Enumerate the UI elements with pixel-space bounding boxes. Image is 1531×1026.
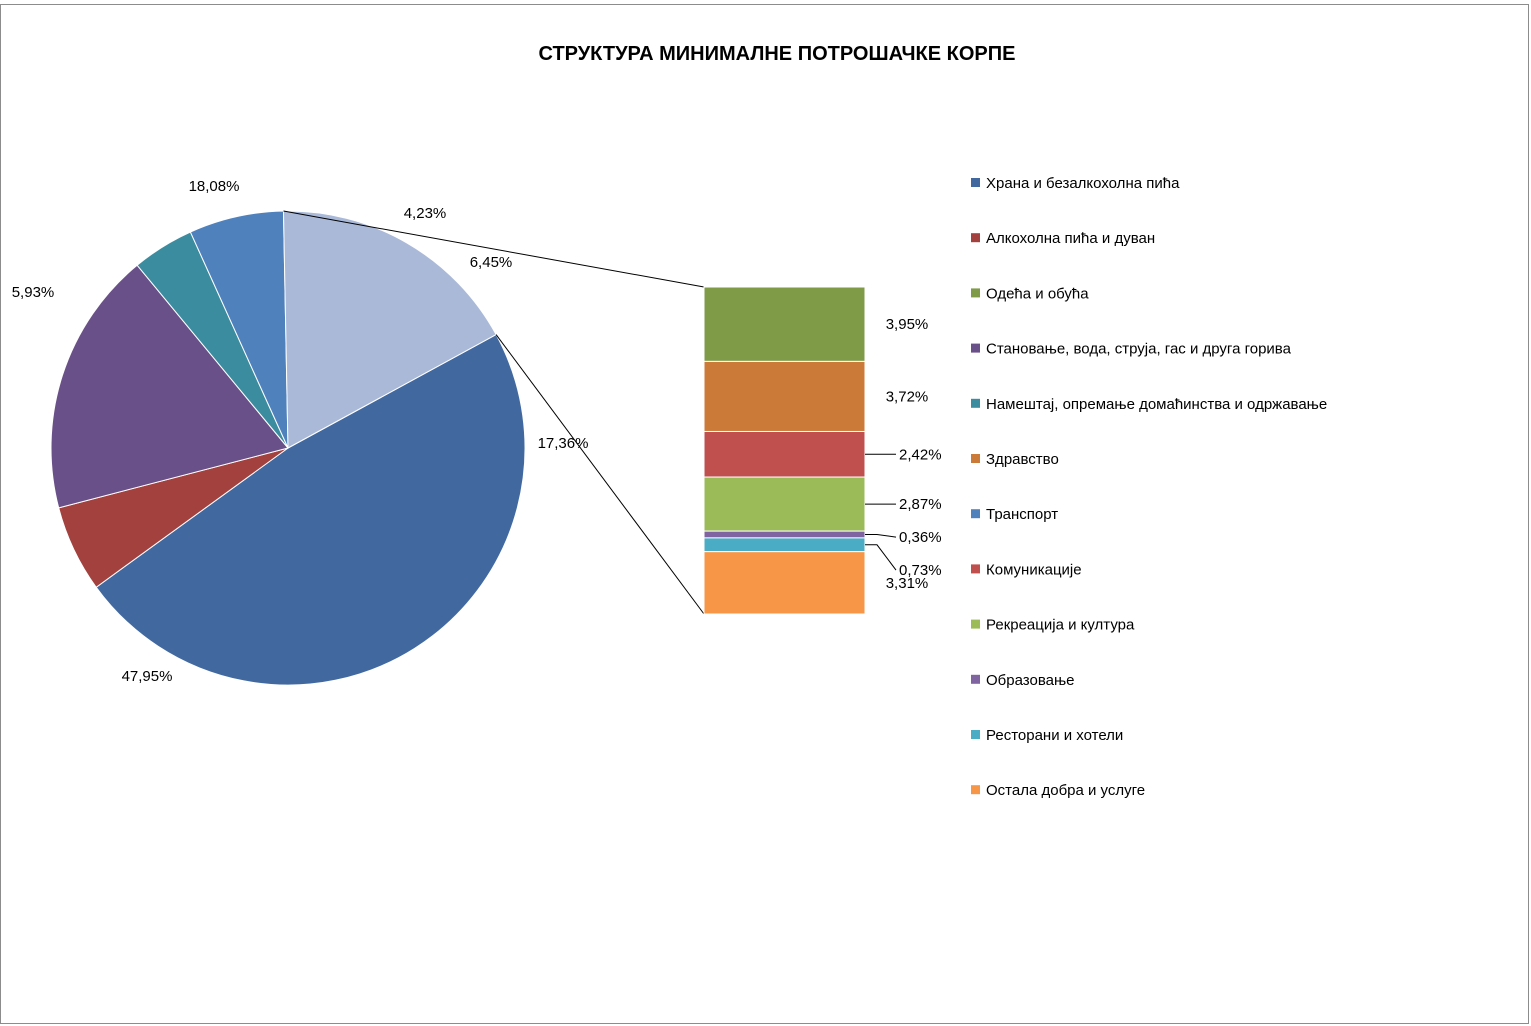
pie-data-label: 4,23% xyxy=(404,205,447,222)
legend-label: Храна и безалкохолна пића xyxy=(986,175,1180,192)
connector-lines xyxy=(283,210,705,615)
bar-data-label: 2,42% xyxy=(899,446,942,463)
legend-swatch xyxy=(971,730,980,739)
bar-segment-образовање xyxy=(703,530,866,539)
legend-swatch xyxy=(971,785,980,795)
bar-segment-здравство xyxy=(703,360,866,432)
legend-swatch xyxy=(971,564,980,574)
bar-segment-ресторани-и-хотели xyxy=(703,537,866,553)
pie-data-label: 47,95% xyxy=(122,668,173,685)
legend-label: Рекреација и култура xyxy=(986,617,1135,634)
legend-swatch xyxy=(971,178,980,187)
bar-data-label: 3,95% xyxy=(886,316,929,333)
connector-line-top xyxy=(283,210,705,288)
pie-data-label: 18,08% xyxy=(189,178,240,195)
bar-data-label: 3,31% xyxy=(886,575,929,592)
legend-swatch xyxy=(971,454,980,463)
legend-swatch xyxy=(971,619,980,629)
connector-line-bottom xyxy=(495,334,705,615)
legend-label: Здравство xyxy=(986,451,1059,468)
chart-title: СТРУКТУРА МИНИМАЛНЕ ПОТРОШАЧКЕ КОРПЕ xyxy=(539,43,1016,65)
bar-data-label: 0,73% xyxy=(899,562,942,579)
legend: Храна и безалкохолна пића Алкохолна пића … xyxy=(971,175,1327,799)
legend-label: Остала добра и услуге xyxy=(986,782,1145,799)
bar-label-leader-line xyxy=(865,534,897,538)
legend-label: Становање, вода, струја, гас и друга гор… xyxy=(986,341,1292,358)
bar-data-label: 3,72% xyxy=(886,388,929,405)
legend-label: Транспорт xyxy=(986,506,1058,523)
legend-label: Ресторани и хотели xyxy=(986,727,1123,744)
pie-slice-храна-и-безалкохолна-пића xyxy=(95,333,526,686)
pie-data-label: 5,93% xyxy=(12,284,55,301)
legend-swatch xyxy=(971,509,980,519)
legend-swatch xyxy=(971,674,980,684)
legend-label: Комуникације xyxy=(986,561,1082,578)
pie-of-bar-chart: СТРУКТУРА МИНИМАЛНЕ ПОТРОШАЧКЕ КОРПЕ 47,… xyxy=(12,43,1327,799)
pie-slice-становање-вода-струја-гас-и-друга-горива xyxy=(50,264,289,509)
legend-label: Алкохолна пића и дуван xyxy=(986,230,1155,247)
bar-data-label: 2,87% xyxy=(899,496,942,513)
legend-swatch xyxy=(971,398,980,408)
legend-label: Одећа и обућа xyxy=(986,285,1089,302)
legend-swatch xyxy=(971,233,980,243)
pie-data-label: 17,36% xyxy=(538,435,589,452)
stacked-bar-group: 3,95% 3,72% 2,42% 2,87% 0,36% 0,73%3,31% xyxy=(703,286,942,615)
pie-data-label: 6,45% xyxy=(470,254,513,271)
legend-swatch xyxy=(971,288,980,298)
legend-swatch xyxy=(971,343,980,353)
legend-label: Намештај, опремање домаћинства и одржава… xyxy=(986,396,1327,413)
bar-segment-остала-добра-и-услуге xyxy=(703,551,866,615)
bar-data-label: 0,36% xyxy=(899,529,942,546)
chart-area: СТРУКТУРА МИНИМАЛНЕ ПОТРОШАЧКЕ КОРПЕ 47,… xyxy=(0,4,1529,1024)
pie-group: 47,95% 5,93% 18,08% 4,23% 6,45% 17,36% xyxy=(12,178,589,686)
bar-label-leader-line xyxy=(865,544,897,571)
bar-segment-комуникације xyxy=(703,430,866,478)
pie-slice-other xyxy=(282,210,497,449)
bar-segment-одећа-и-обућа xyxy=(703,286,866,362)
bar-segment-рекреација-и-култура xyxy=(703,476,866,532)
legend-label: Образовање xyxy=(986,672,1075,689)
